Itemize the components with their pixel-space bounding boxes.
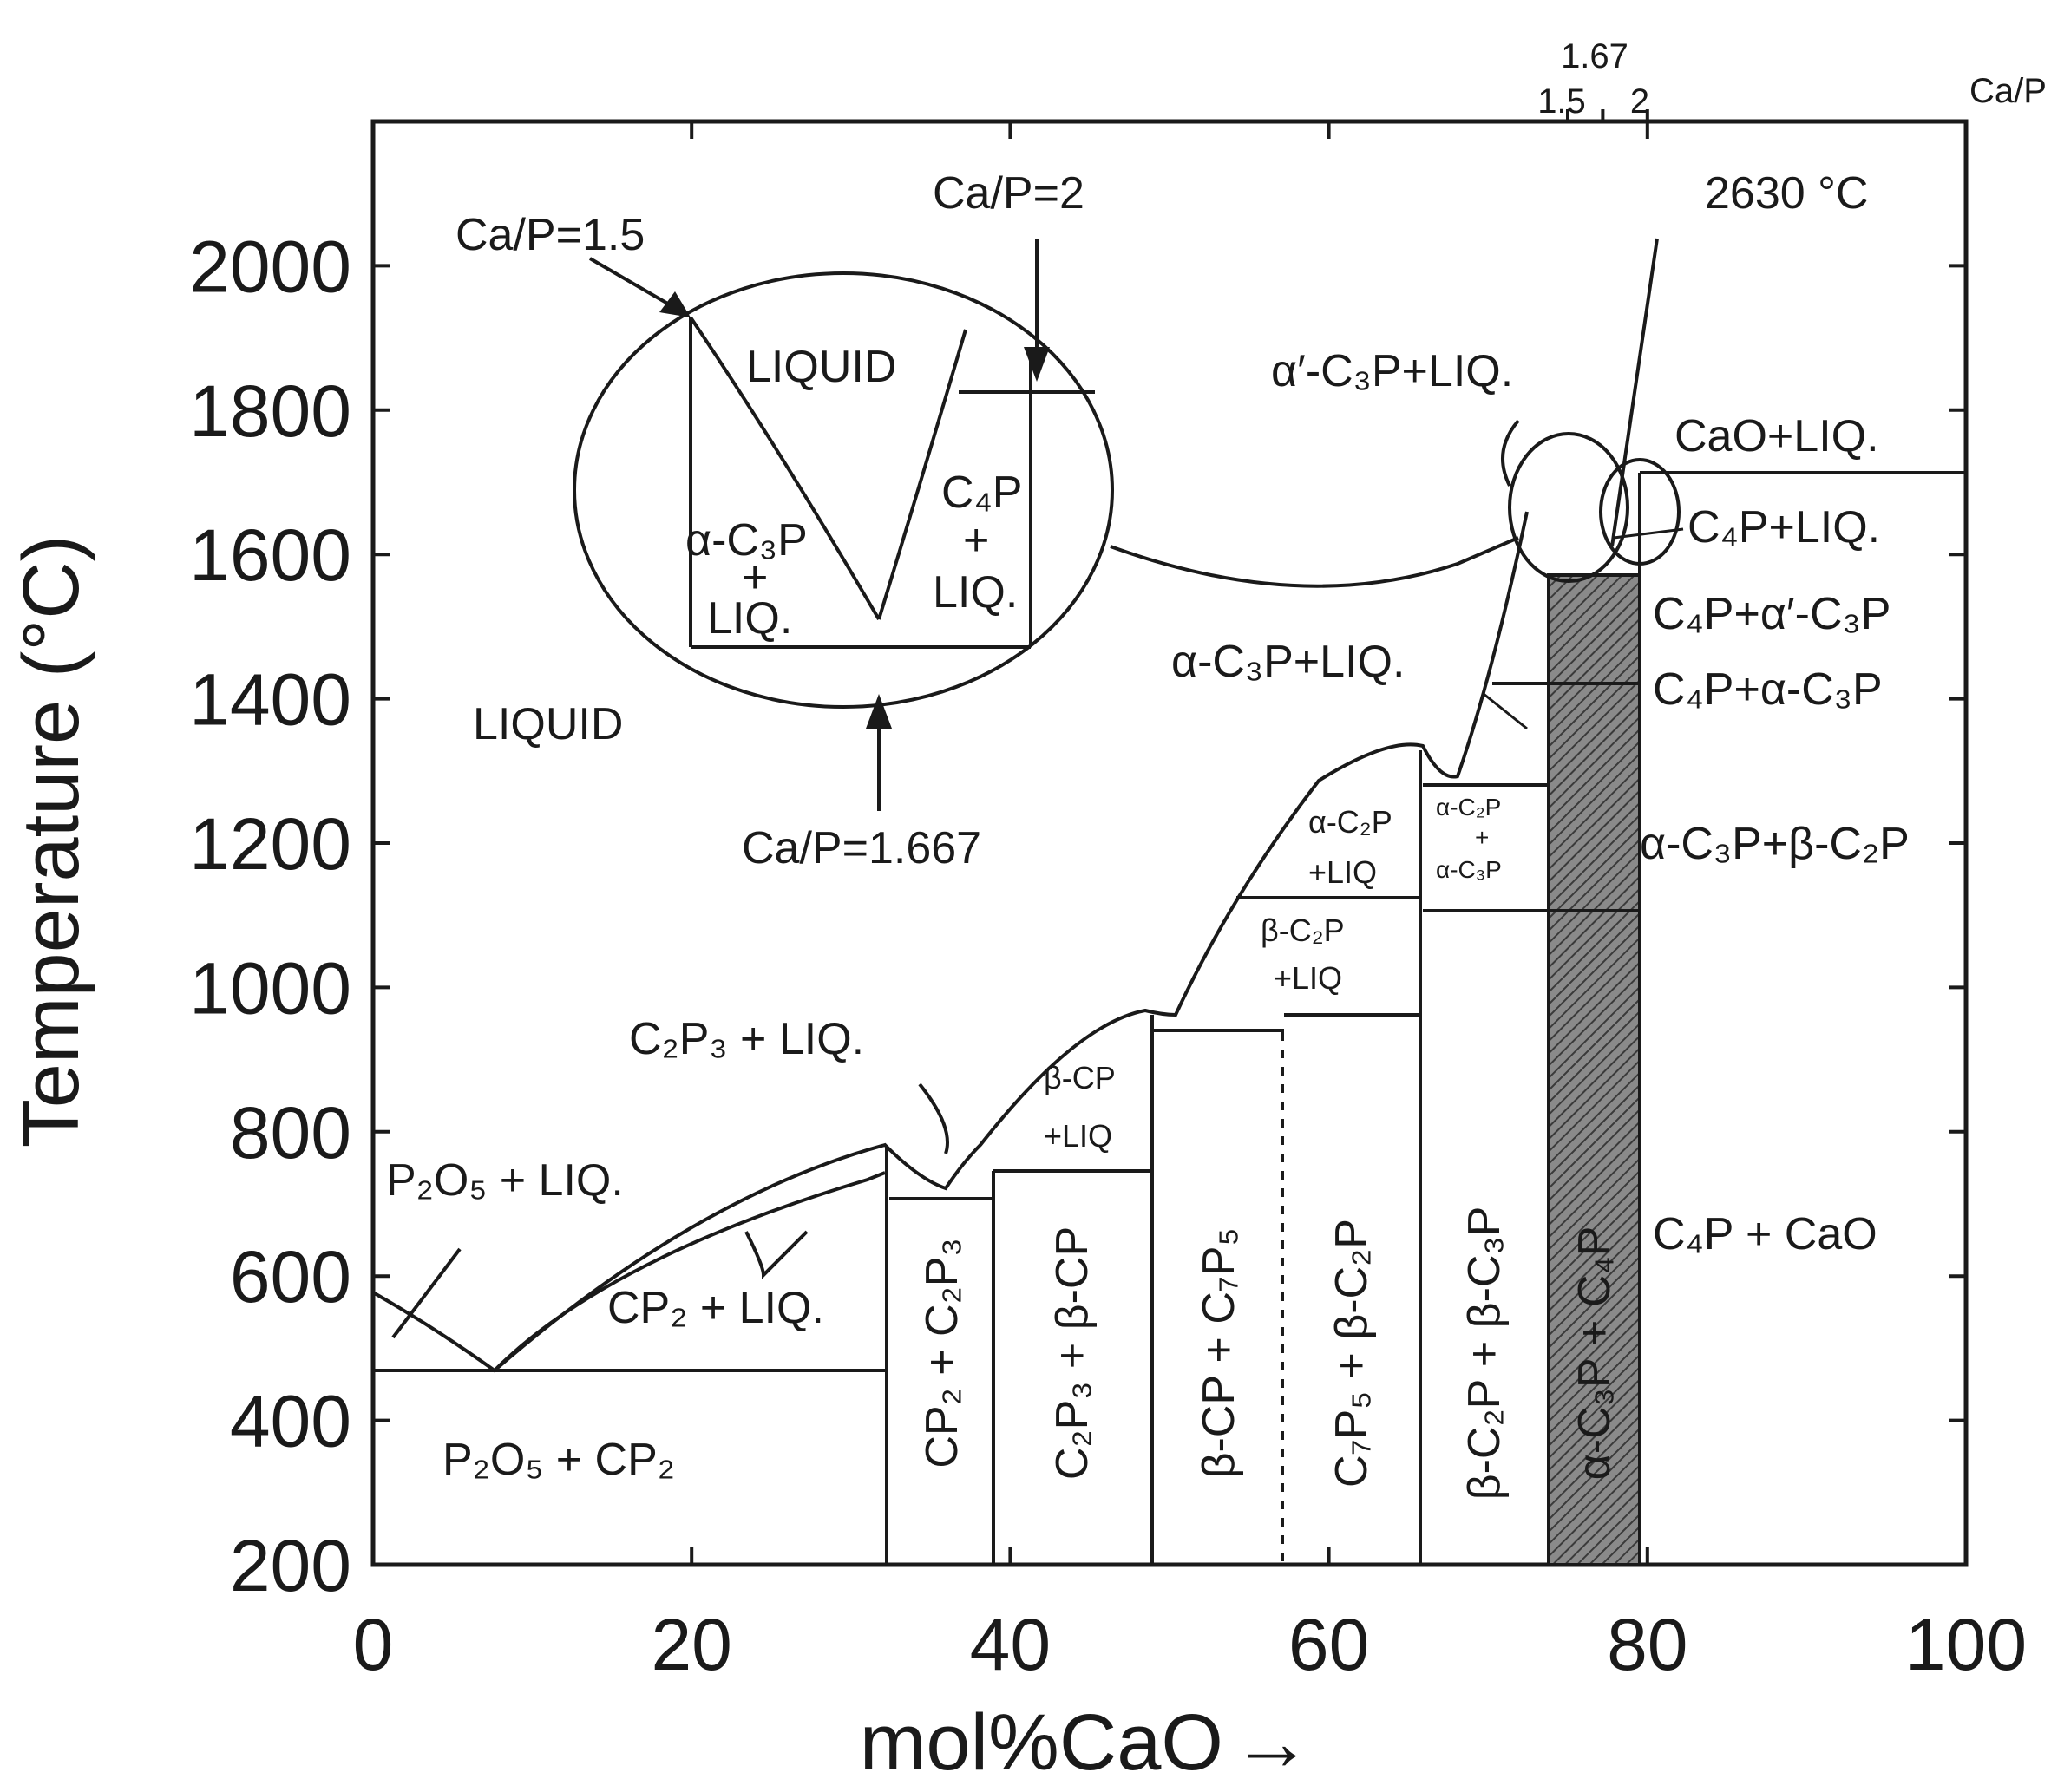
inset-liquid-label: LIQUID — [746, 342, 896, 392]
region-ac2p-ac3p-2: + — [1475, 824, 1489, 851]
y-tick-label-600: 600 — [230, 1236, 351, 1318]
y-tick-label-800: 800 — [230, 1092, 351, 1174]
x-axis-arrow: → — [1232, 1698, 1312, 1787]
y-tick-label-1400: 1400 — [189, 659, 351, 741]
annotation-ca-p-2: Ca/P=2 — [933, 168, 1084, 219]
x-tick-label-60: 60 — [1288, 1604, 1369, 1685]
inset-arrowhead-1667 — [866, 694, 892, 729]
y-tick-label-1600: 1600 — [189, 514, 351, 596]
region-bc2p-liq-1: β-C₂P — [1261, 912, 1345, 948]
region-liquid: LIQUID — [473, 699, 623, 749]
top-axis-label: Ca/P — [1969, 72, 2047, 110]
inset-c4p-label: C₄P — [941, 468, 1022, 518]
annotation-ca-p-1667: Ca/P=1.667 — [742, 823, 981, 873]
inset-ac3p-label: α-C₃P — [685, 515, 808, 566]
hatched-c3p-region — [1547, 573, 1641, 1566]
y-tick-label-1200: 1200 — [189, 803, 351, 885]
region-cp2-c2p3: CP₂ + C₂P₃ — [917, 1238, 967, 1468]
y-tick-label-1800: 1800 — [189, 370, 351, 452]
x-tick-label-40: 40 — [970, 1604, 1051, 1685]
y-tick-label-2000: 2000 — [189, 226, 351, 307]
liquidus-curve — [372, 511, 1529, 1373]
zoom-circle-small — [1508, 432, 1629, 583]
region-ac3p-liq: α-C₃P+LIQ. — [1171, 637, 1405, 687]
inset-plus-2: + — [963, 515, 989, 566]
top-tick-2: 2 — [1630, 82, 1649, 121]
c4p-liq-pointer — [1613, 527, 1684, 540]
region-ac3p-bc2p: α-C₃P+β-C₂P — [1640, 819, 1910, 869]
region-c2p3-bcp: C₂P₃ + β-CP — [1047, 1226, 1098, 1480]
region-bc2p-bc3p: β-C₂P + β-C₃P — [1459, 1207, 1510, 1501]
inset-liquidus-left — [689, 316, 881, 621]
annotation-ca-p-1-5: Ca/P=1.5 — [455, 210, 645, 260]
y-tick-label-200: 200 — [230, 1525, 351, 1606]
region-bc2p-liq-2: +LIQ — [1274, 960, 1342, 996]
region-c4p-liq: C₄P+LIQ. — [1687, 502, 1880, 553]
y-tick-label-1000: 1000 — [189, 947, 351, 1029]
inset-arrow-1-5 — [588, 257, 678, 311]
region-ac2p-liq-2: +LIQ — [1308, 854, 1377, 890]
inset-circle — [573, 271, 1114, 709]
region-ac2p-liq-1: α-C₂P — [1308, 804, 1392, 840]
region-c4p-aprime-c3p: C₄P+α′-C₃P — [1653, 589, 1890, 639]
inset-liq-2: LIQ. — [933, 567, 1018, 618]
ac3p-liq-pointer — [1483, 692, 1528, 730]
x-tick-label-20: 20 — [651, 1604, 731, 1685]
annotation-2630: 2630 °C — [1705, 168, 1868, 219]
liquidus-lower-branch — [493, 1171, 886, 1372]
region-c4p-a-c3p: C₄P+α-C₃P — [1653, 664, 1883, 715]
x-tick-label-80: 80 — [1607, 1604, 1687, 1685]
c2p3-curve — [918, 1082, 949, 1154]
x-tick-label-100: 100 — [1905, 1604, 2027, 1685]
inset-liquidus-right — [877, 329, 967, 620]
pointer-2630 — [1610, 238, 1659, 547]
region-p2o5-liq: P₂O₅ + LIQ. — [386, 1155, 624, 1206]
region-c7p5-bc2p: C₇P₅ + β-C₂P — [1327, 1219, 1377, 1488]
y-tick-label-400: 400 — [230, 1381, 351, 1462]
inset-plus-1: + — [742, 553, 768, 603]
cp2-liq-solidus — [744, 1230, 809, 1279]
x-tick-label-0: 0 — [353, 1604, 394, 1685]
region-ac2p-ac3p-1: α-C₂P — [1436, 794, 1501, 821]
tick-labels: 0 20 40 60 80 100 200 400 600 800 1000 1200 1400 1600… — [189, 226, 2027, 1685]
x-axis-title: mol%CaO — [860, 1698, 1223, 1787]
y-axis-title: Temperature (°C) — [7, 535, 95, 1148]
inset-arrowhead-2 — [1024, 347, 1050, 382]
top-tick-1-67: 1.67 — [1561, 37, 1628, 75]
p2o5-liq-line — [391, 1247, 462, 1339]
aprime-pointer — [1501, 419, 1520, 487]
region-cp2-liq: CP₂ + LIQ. — [607, 1283, 824, 1333]
region-c4p-cao: C₄P + CaO — [1653, 1209, 1877, 1259]
inset-liq-1: LIQ. — [707, 593, 792, 644]
axis-ticks — [371, 109, 1968, 1566]
region-bcp-liq-1: β-CP — [1044, 1060, 1116, 1095]
top-tick-1-5: 1.5 — [1537, 82, 1586, 121]
zoom-connector — [1110, 536, 1519, 588]
inset-arrowhead-1-5 — [659, 291, 691, 317]
region-bcp-liq-2: +LIQ — [1044, 1118, 1112, 1154]
region-cao-liq: CaO+LIQ. — [1674, 411, 1879, 461]
region-ac3p-c4p: α-C₃P + C₄P — [1569, 1226, 1620, 1481]
zoom-circle-right — [1599, 458, 1681, 566]
region-bcp-c7p5: β-CP + C₇P₅ — [1194, 1228, 1244, 1479]
region-ac2p-ac3p-3: α-C₃P — [1436, 856, 1502, 883]
region-p2o5-cp2: P₂O₅ + CP₂ — [442, 1435, 675, 1485]
region-c2p3-liq: C₂P₃ + LIQ. — [629, 1014, 864, 1064]
region-aprime-c3p-liq: α′-C₃P+LIQ. — [1271, 346, 1513, 396]
